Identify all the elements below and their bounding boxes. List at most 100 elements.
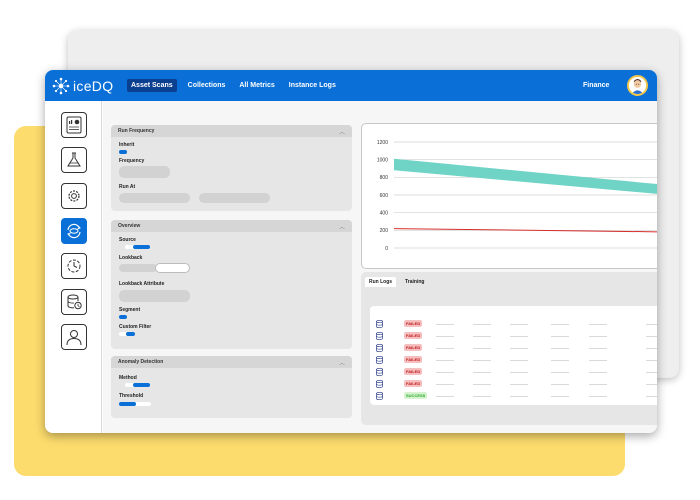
placeholder-cell [510, 384, 528, 385]
placeholder-cell [646, 336, 657, 337]
chevron-up-icon[interactable]: ︿ [338, 361, 345, 367]
placeholder-cell [589, 348, 607, 349]
placeholder-cell [510, 324, 528, 325]
placeholder-cell [646, 324, 657, 325]
placeholder-cell [551, 336, 569, 337]
panel-title: Anomaly Detection [118, 359, 164, 365]
placeholder-cell [646, 384, 657, 385]
y-tick-label: 400 [380, 210, 389, 216]
run-frequency-panel: Run Frequency ︿ Inherit Frequency Run At [111, 125, 352, 211]
table-row[interactable]: FAILED [370, 319, 657, 330]
database-icon [376, 320, 383, 328]
sidebar-item-asset-scans[interactable] [61, 218, 87, 244]
inherit-label: Inherit [119, 142, 135, 148]
status-badge: FAILED [404, 344, 423, 351]
chart-svg: 0 200 400 600 800 1000 1200 [377, 140, 657, 252]
chevron-up-icon[interactable]: ︿ [338, 130, 345, 136]
nav-collections[interactable]: Collections [187, 82, 226, 89]
logs-panel: Run Logs Training FAILED FAILED FAILED F… [361, 272, 657, 425]
source-label: Source [119, 237, 136, 243]
placeholder-cell [436, 384, 454, 385]
nav-asset-scans[interactable]: Asset Scans [127, 79, 177, 92]
placeholder-cell [551, 384, 569, 385]
placeholder-cell [589, 336, 607, 337]
placeholder-cell [589, 384, 607, 385]
actual-value-line [393, 228, 657, 233]
sidebar-item-dashboard[interactable] [61, 112, 87, 138]
placeholder-cell [436, 324, 454, 325]
status-badge: FAILED [404, 320, 423, 327]
table-row[interactable]: FAILED [370, 367, 657, 378]
expected-range-band [394, 158, 657, 194]
run-at-date-field[interactable] [119, 193, 190, 203]
y-tick-label: 1200 [377, 140, 388, 146]
status-badge: FAILED [404, 332, 423, 339]
top-navbar: iceDQ Asset Scans Collections All Metric… [45, 70, 657, 101]
placeholder-cell [436, 396, 454, 397]
table-row[interactable]: SUCCESS [370, 391, 657, 402]
anomaly-detection-panel: Anomaly Detection ︿ Method Threshold [111, 356, 352, 418]
placeholder-cell [551, 348, 569, 349]
placeholder-cell [589, 372, 607, 373]
sidebar-item-lab[interactable] [61, 147, 87, 173]
overview-header[interactable]: Overview ︿ [111, 220, 352, 232]
placeholder-cell [646, 396, 657, 397]
segment-toggle[interactable] [119, 315, 127, 319]
chevron-up-icon[interactable]: ︿ [338, 225, 345, 231]
nav-all-metrics[interactable]: All Metrics [239, 82, 275, 89]
y-tick-label: 200 [380, 228, 389, 234]
nav-instance-logs[interactable]: Instance Logs [288, 82, 336, 89]
avatar[interactable] [627, 75, 648, 96]
run-frequency-header[interactable]: Run Frequency ︿ [111, 125, 352, 137]
table-row[interactable]: FAILED [370, 343, 657, 354]
sidebar-item-settings[interactable] [61, 183, 87, 209]
settings-icon [68, 190, 80, 202]
placeholder-cell [551, 360, 569, 361]
placeholder-cell [473, 384, 491, 385]
run-at-time-field[interactable] [199, 193, 270, 203]
sidebar [45, 101, 102, 433]
app-logo[interactable]: iceDQ [51, 76, 113, 96]
custom-filter-toggle[interactable] [126, 332, 135, 336]
inherit-toggle[interactable] [119, 150, 127, 154]
lookback-unit-field[interactable] [155, 263, 190, 273]
table-row[interactable]: FAILED [370, 355, 657, 366]
table-row[interactable]: FAILED [370, 331, 657, 342]
table-row[interactable]: FAILED [370, 379, 657, 390]
placeholder-cell [510, 336, 528, 337]
database-icon [376, 380, 383, 388]
database-icon [376, 368, 383, 376]
anomaly-detection-header[interactable]: Anomaly Detection ︿ [111, 356, 352, 368]
main-nav: Asset Scans Collections All Metrics Inst… [127, 79, 339, 92]
tab-run-logs[interactable]: Run Logs [365, 277, 397, 287]
app-window: iceDQ Asset Scans Collections All Metric… [45, 70, 657, 433]
placeholder-cell [473, 396, 491, 397]
workspace-label[interactable]: Finance [583, 82, 610, 89]
method-selector[interactable] [133, 383, 150, 387]
y-tick-label: 1000 [377, 157, 388, 163]
database-icon [376, 332, 383, 340]
database-icon [376, 392, 383, 400]
database-icon [67, 294, 82, 310]
run-at-label: Run At [119, 184, 136, 190]
database-icon [376, 356, 383, 364]
sidebar-item-schedule[interactable] [61, 253, 87, 279]
threshold-slider[interactable] [119, 402, 136, 406]
scan-icon [67, 223, 81, 239]
sidebar-item-data[interactable] [61, 289, 87, 315]
placeholder-cell [473, 348, 491, 349]
placeholder-cell [589, 396, 607, 397]
tab-training[interactable]: Training [405, 279, 425, 285]
lookback-value-field[interactable] [119, 264, 157, 272]
lookback-attribute-field[interactable] [119, 290, 190, 302]
frequency-field[interactable] [119, 166, 170, 178]
placeholder-cell [473, 372, 491, 373]
overview-panel: Overview ︿ Source Lookback Lookback Attr… [111, 220, 352, 349]
status-badge: FAILED [404, 380, 423, 387]
placeholder-cell [646, 372, 657, 373]
logo-icon [52, 77, 70, 95]
placeholder-cell [510, 360, 528, 361]
sidebar-item-users[interactable] [61, 324, 87, 350]
method-label: Method [119, 375, 137, 381]
source-selector[interactable] [133, 245, 150, 249]
